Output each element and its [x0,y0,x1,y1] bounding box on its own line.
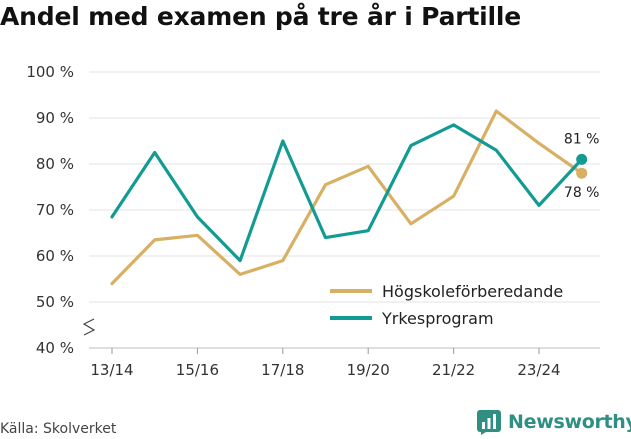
y-tick-label: 70 % [36,201,74,219]
series-lines [110,109,588,286]
end-labels: 78 % 81 % [564,131,600,201]
y-tick-label: 50 % [36,293,74,311]
y-tick-label: 40 % [36,339,74,357]
axis-break-icon [82,318,96,336]
brand-logo: Newsworthy [476,409,631,435]
chart-title: Andel med examen på tre år i Partille [0,2,521,31]
x-tick-label: 21/22 [432,361,475,379]
y-tick-label: 80 % [36,155,74,173]
series-line-yrkesprogram [110,123,584,263]
x-tick-label: 17/18 [261,361,304,379]
legend-label: Högskoleförberedande [382,282,563,301]
x-tick-label: 13/14 [90,361,133,379]
x-axis-ticks: 13/14 15/16 17/18 19/20 21/22 23/24 [90,348,561,379]
series-endpoint [576,153,588,165]
end-value-label: 78 % [564,185,600,201]
y-tick-label: 60 % [36,247,74,265]
y-axis-ticks: 40 % 50 % 60 % 70 % 80 % 90 % 100 % [26,63,74,357]
end-value-label: 81 % [564,131,600,147]
brand-name: Newsworthy [508,411,631,433]
legend: Högskoleförberedande Yrkesprogram [330,282,563,328]
x-tick-label: 15/16 [176,361,219,379]
x-tick-label: 23/24 [517,361,560,379]
y-tick-label: 90 % [36,109,74,127]
source-note: Källa: Skolverket [0,421,117,437]
series-endpoint [576,167,588,179]
x-tick-label: 19/20 [347,361,390,379]
y-tick-label: 100 % [26,63,74,81]
gridlines [82,71,600,349]
newsworthy-logo-icon [477,410,501,435]
legend-label: Yrkesprogram [381,309,494,328]
series-line-hogskoleforberedande [110,109,584,286]
